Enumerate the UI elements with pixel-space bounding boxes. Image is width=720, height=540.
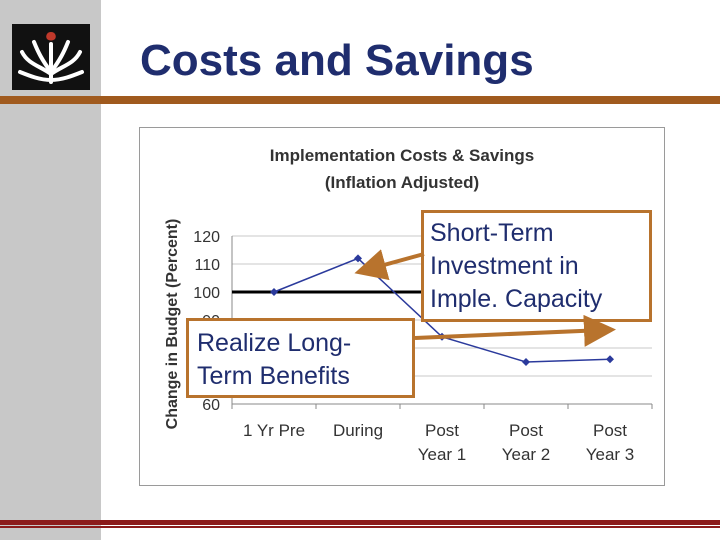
x-tick-label: During bbox=[333, 421, 383, 440]
left-band bbox=[0, 0, 101, 540]
x-tick-label: Post bbox=[425, 421, 459, 440]
callout-line: Term Benefits bbox=[197, 362, 350, 390]
x-tick-label: Year 3 bbox=[586, 445, 635, 464]
slide-title: Costs and Savings bbox=[140, 36, 534, 85]
callout-line: Imple. Capacity bbox=[430, 285, 603, 313]
y-tick-label: 110 bbox=[194, 257, 220, 274]
chart-title: Implementation Costs & Savings bbox=[270, 146, 535, 165]
university-logo-icon bbox=[12, 24, 90, 90]
callout-line: Investment in bbox=[430, 252, 579, 280]
y-tick-label: 100 bbox=[193, 285, 220, 302]
callout-line: Realize Long- bbox=[197, 329, 352, 357]
footer-rule-thin bbox=[0, 526, 720, 528]
data-point bbox=[522, 358, 530, 366]
short-term-callout: Short-Term Investment in Imple. Capacity bbox=[421, 210, 652, 322]
long-term-callout: Realize Long- Term Benefits bbox=[186, 318, 415, 398]
footer-rule bbox=[0, 520, 720, 525]
title-rule bbox=[101, 96, 720, 104]
x-tick-label: Year 2 bbox=[502, 445, 551, 464]
y-axis-label: Change in Budget (Percent) bbox=[164, 219, 181, 430]
callout-line: Short-Term bbox=[430, 219, 554, 247]
title-rule-left bbox=[0, 96, 101, 104]
x-tick-label: Year 1 bbox=[418, 445, 467, 464]
x-tick-label: Post bbox=[593, 421, 627, 440]
data-point bbox=[270, 288, 278, 296]
data-point bbox=[606, 355, 614, 364]
y-tick-label: 60 bbox=[202, 397, 220, 414]
y-tick-label: 120 bbox=[193, 229, 220, 246]
chart-subtitle: (Inflation Adjusted) bbox=[325, 173, 479, 192]
x-tick-label: 1 Yr Pre bbox=[243, 421, 305, 440]
x-tick-label: Post bbox=[509, 421, 543, 440]
